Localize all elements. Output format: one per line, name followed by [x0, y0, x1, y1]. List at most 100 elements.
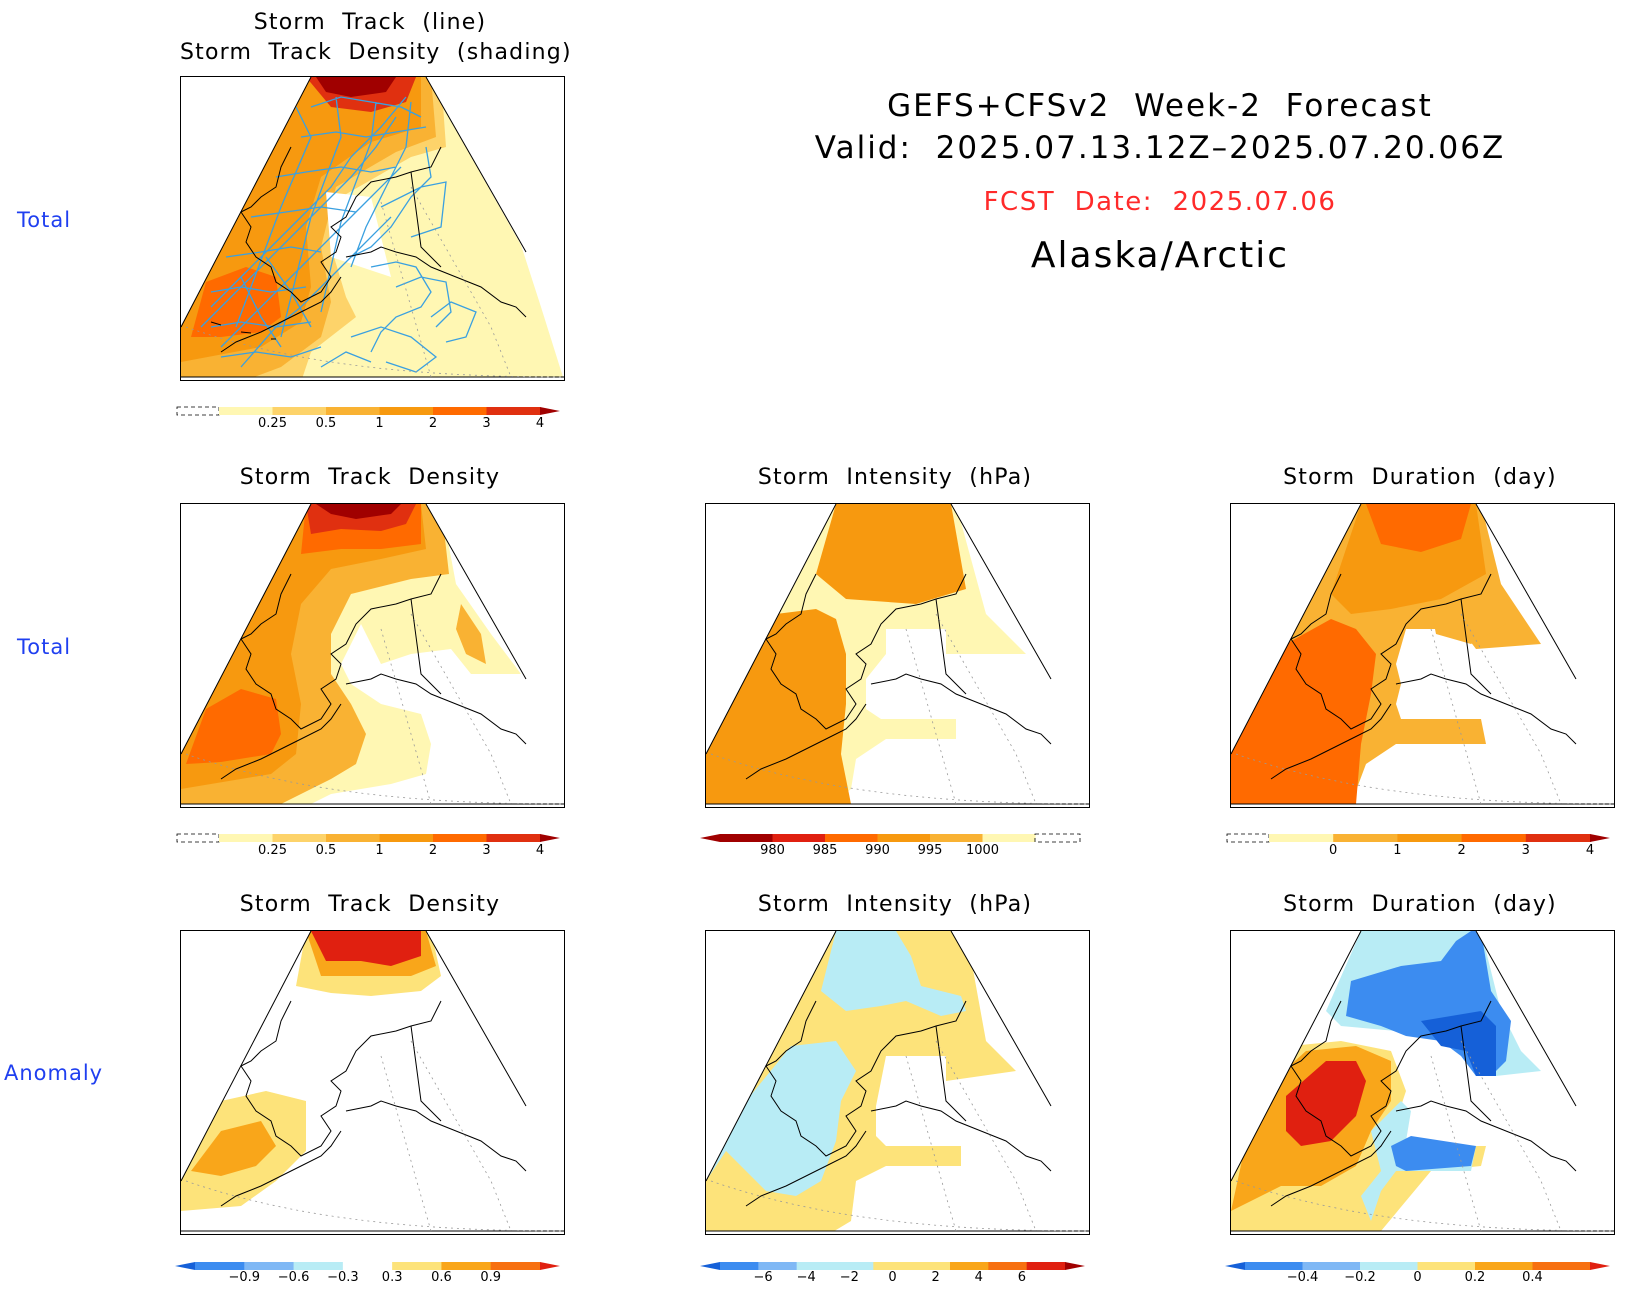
colorbar-swatch — [326, 407, 380, 415]
graticule — [710, 1040, 1089, 1232]
colorbar-swatch — [930, 834, 983, 842]
density-shading — [181, 504, 563, 804]
colorbar-swatch — [195, 1262, 245, 1270]
colorbar-tick-label: 3 — [482, 843, 490, 858]
colorbar-swatch — [1333, 834, 1398, 842]
colorbar-svg: −0.4 −0.2 0 0.2 0.4 — [1225, 1262, 1610, 1285]
colorbar-above-triangle — [1065, 1262, 1085, 1270]
coastline — [181, 504, 564, 805]
colorbar-swatch — [392, 1262, 442, 1270]
colorbar-svg: 012345 — [1226, 833, 1610, 858]
colorbar-tick-label: 2 — [1457, 843, 1465, 858]
forecast-date: FCST Date: 2025.07.06 — [983, 187, 1337, 217]
colorbar-tick-label: 0.4 — [1522, 1270, 1543, 1285]
density-anomaly-shading — [181, 931, 563, 1231]
map-panel-density-total — [180, 503, 565, 808]
colorbar-below-range — [1226, 833, 1270, 843]
colorbar-tick-label: 0.2 — [1465, 1270, 1486, 1285]
colorbar-density-top: 0.25 0.5 1 2 3 4 — [175, 405, 575, 439]
colorbar-swatch — [877, 834, 931, 842]
colorbar-svg: −0.9 −0.6 −0.3 0.3 0.6 0.9 — [175, 1262, 560, 1285]
colorbar-tick-label: 2 — [429, 416, 437, 431]
colorbar-tick-label: 4 — [975, 1270, 983, 1285]
colorbar-swatch — [486, 834, 541, 842]
coastline — [1231, 931, 1614, 1232]
colorbar-swatch — [1532, 1262, 1591, 1270]
colorbar-above-triangle — [540, 1262, 560, 1270]
colorbar-swatch — [1417, 1262, 1476, 1270]
colorbar-tick-label: 3 — [482, 416, 490, 431]
colorbar-tick-label: −4 — [797, 1270, 816, 1285]
duration-anomaly-shading — [1231, 931, 1613, 1231]
colorbar-swatch — [1245, 1262, 1303, 1270]
colorbar-tick-label: 4 — [536, 416, 544, 431]
colorbar-swatch — [490, 1262, 541, 1270]
colorbar-swatch — [720, 834, 773, 842]
colorbar-tick-label: 4 — [536, 843, 544, 858]
colorbar-swatch — [988, 1262, 1028, 1270]
colorbar-swatch — [272, 407, 327, 415]
colorbar-swatch — [1397, 834, 1463, 842]
colorbar-tick-label: 0.5 — [316, 843, 337, 858]
intensity-shading — [706, 504, 1088, 804]
colorbar-intensity-total: 980 985 990 995 1000 — [700, 832, 1100, 866]
colorbar-below-triangle — [1225, 1262, 1245, 1270]
map-panel-intensity-total — [705, 503, 1090, 808]
colorbar-tick-label: −0.9 — [228, 1270, 260, 1285]
map-panel-storm-track — [180, 76, 565, 381]
colorbar-tick-label: 985 — [813, 843, 838, 858]
colorbar-swatch — [825, 834, 878, 842]
colorbar-tick-label: 0.5 — [316, 416, 337, 431]
colorbar-svg: 980 985 990 995 1000 — [700, 833, 1081, 858]
valid-range: Valid: 2025.07.13.12Z–2025.07.20.06Z — [814, 130, 1506, 166]
panel-title-duration-anomaly: Storm Duration (day) — [1283, 892, 1557, 917]
colorbar-tick-label: 1 — [375, 843, 383, 858]
colorbar-tick-label: 3 — [1522, 843, 1530, 858]
row-label-anomaly: Anomaly — [4, 1061, 104, 1085]
colorbar-tick-label: −0.2 — [1344, 1270, 1376, 1285]
colorbar-tick-label: 0 — [888, 1270, 896, 1285]
colorbar-swatch — [272, 834, 327, 842]
colorbar-tick-label: 0 — [1329, 843, 1337, 858]
colorbar-tick-label: 0.25 — [258, 843, 287, 858]
colorbar-above-range — [1034, 833, 1081, 843]
colorbar-duration-anomaly: −0.4 −0.2 0 0.2 0.4 — [1225, 1260, 1625, 1285]
colorbar-tick-label: 995 — [918, 843, 943, 858]
colorbar-below-triangle — [700, 834, 720, 842]
colorbar-swatch — [342, 1262, 393, 1270]
colorbar-tick-label: 1000 — [966, 843, 999, 858]
colorbar-swatch — [293, 1262, 344, 1270]
colorbar-swatch — [379, 834, 434, 842]
colorbar-swatch — [326, 834, 380, 842]
duration-shading — [1231, 504, 1613, 804]
coastline — [1231, 504, 1614, 805]
colorbar-swatch — [1026, 1262, 1066, 1270]
panel-title-intensity-anomaly: Storm Intensity (hPa) — [757, 892, 1033, 917]
colorbar-swatch — [758, 1262, 798, 1270]
colorbar-tick-label: 0.9 — [480, 1270, 501, 1285]
colorbar-tick-label: 2 — [931, 1270, 939, 1285]
map-panel-duration-anomaly — [1230, 930, 1615, 1235]
colorbar-swatch — [219, 834, 273, 842]
forecast-title: GEFS+CFSv2 Week-2 Forecast — [887, 88, 1433, 124]
map-panel-intensity-anomaly — [705, 930, 1090, 1235]
colorbar-swatch — [772, 834, 826, 842]
colorbar-swatch — [244, 1262, 295, 1270]
colorbar-duration-total: 012345 — [1225, 832, 1625, 866]
colorbar-density-anomaly: −0.9 −0.6 −0.3 0.3 0.6 0.9 — [175, 1260, 575, 1285]
colorbar-tick-label: −0.3 — [327, 1270, 359, 1285]
colorbar-tick-label: −0.6 — [278, 1270, 310, 1285]
colorbar-svg: −6 −4 −2 0 2 4 6 — [700, 1262, 1085, 1285]
intensity-anomaly-shading — [706, 931, 1088, 1231]
colorbar-swatch — [1360, 1262, 1418, 1270]
colorbar-above-triangle — [540, 834, 560, 842]
colorbar-svg: 0.25 0.5 1 2 3 4 — [176, 406, 560, 431]
colorbar-tick-label: 0.25 — [258, 416, 287, 431]
map-panel-duration-total — [1230, 503, 1615, 808]
panel-title-track-shading: Storm Track Density (shading) — [180, 40, 572, 65]
row-label-total-2: Total — [17, 635, 72, 659]
colorbar-swatch — [720, 1262, 759, 1270]
colorbar-tick-label: 980 — [760, 843, 785, 858]
colorbar-swatch — [1269, 834, 1334, 842]
colorbar-above-triangle — [1590, 834, 1610, 842]
